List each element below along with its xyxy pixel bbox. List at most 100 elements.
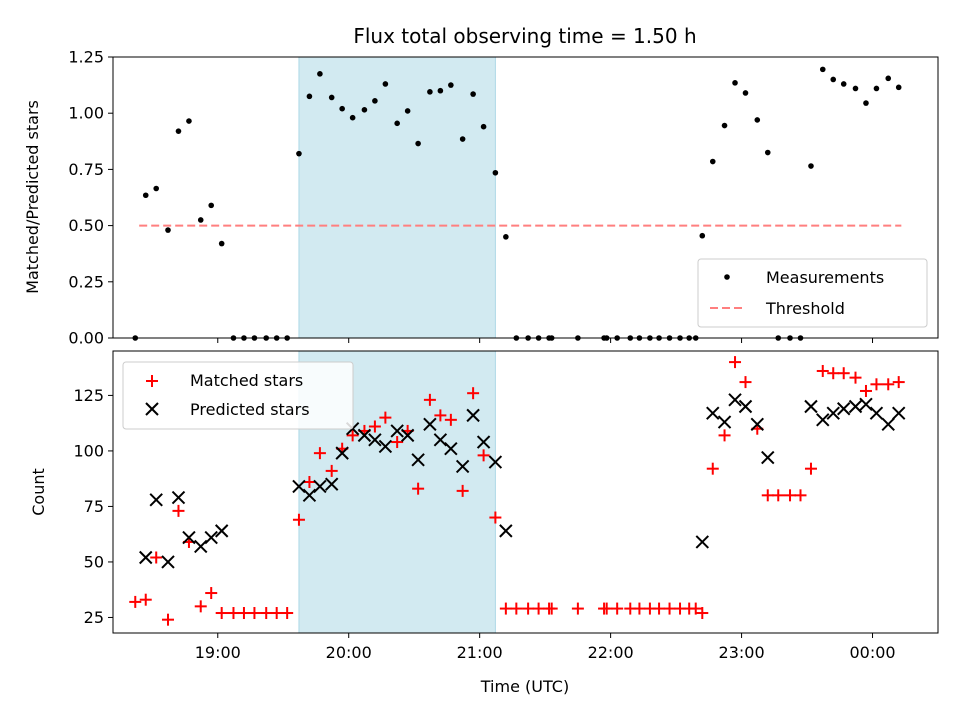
count-y-tick-label: 50	[84, 552, 104, 571]
measurement-point	[175, 128, 182, 134]
measurement-point	[208, 202, 215, 209]
measurement-point	[895, 84, 902, 91]
matched-stars-point	[600, 602, 613, 615]
predicted-stars-point	[826, 406, 840, 420]
measurement-point	[142, 192, 149, 199]
measurement-point	[459, 136, 466, 142]
legend-threshold-label: Threshold	[765, 299, 845, 318]
predicted-stars-point	[139, 550, 153, 565]
measurement-point	[830, 76, 837, 83]
matched-stars-point	[248, 607, 261, 620]
predicted-stars-point	[738, 399, 753, 414]
measurement-point	[480, 123, 487, 130]
matched-stars-point	[477, 449, 490, 462]
matched-stars-point	[281, 607, 294, 620]
matched-stars-point	[313, 447, 326, 460]
predicted-stars-point	[313, 479, 327, 494]
x-tick-label: 00:00	[849, 643, 895, 662]
ratio-panel: 0.00 0.25 0.50 0.75 1.00 1.25 Matched/Predict…	[23, 48, 939, 348]
measurement-point	[361, 107, 368, 113]
predicted-stars-point	[869, 406, 884, 420]
ratio-y-tick-label: 1.25	[68, 48, 104, 67]
predicted-stars-point	[444, 441, 458, 456]
measurement-point	[339, 105, 345, 112]
measurement-point	[382, 81, 389, 87]
matched-stars-point	[804, 462, 817, 475]
matched-stars-point	[870, 378, 883, 391]
measurement-point	[699, 232, 706, 239]
ratio-legend: Measurements Threshold	[697, 258, 928, 328]
ratio-shaded-interval	[298, 56, 496, 339]
count-y-axis-label: Count	[29, 468, 48, 516]
measurement-point	[754, 117, 761, 123]
predicted-stars-point	[750, 417, 764, 431]
matched-stars-point	[162, 613, 174, 626]
matched-stars-point	[194, 600, 207, 613]
predicted-stars-point	[335, 446, 349, 460]
predicted-stars-point	[390, 424, 404, 438]
measurement-point	[709, 158, 716, 165]
predicted-stars-point	[357, 428, 372, 443]
measurement-point	[296, 150, 302, 157]
matched-stars-point	[129, 595, 142, 608]
measurement-point	[852, 85, 859, 92]
predicted-stars-point	[292, 479, 306, 494]
matched-stars-point	[499, 602, 512, 615]
matched-stars-point	[689, 602, 702, 615]
predicted-stars-point	[171, 490, 186, 505]
predicted-stars-point	[848, 399, 863, 414]
measurement-point	[349, 114, 356, 121]
matched-stars-point	[434, 409, 447, 422]
matched-stars-point	[205, 587, 218, 600]
predicted-stars-point	[488, 455, 503, 469]
predicted-stars-point	[695, 535, 709, 549]
measurement-point	[404, 108, 411, 114]
matched-stars-point	[215, 607, 228, 620]
matched-stars-point	[532, 602, 545, 615]
measurement-point	[218, 240, 225, 247]
predicted-stars-point	[194, 539, 208, 554]
measurement-point	[427, 89, 433, 95]
measurement-point	[764, 149, 771, 156]
matched-stars-point	[303, 476, 316, 489]
matched-stars-point	[237, 607, 250, 620]
ratio-y-tick-label: 0.00	[68, 329, 104, 348]
predicted-stars-point	[455, 459, 470, 474]
measurement-point	[328, 94, 335, 101]
measurement-point	[742, 90, 749, 96]
matched-stars-point	[653, 602, 666, 615]
matched-stars-point	[816, 364, 829, 377]
measurement-point	[437, 87, 444, 94]
count-panel: 25 50 75 100 125 19:00 20:00 21:00 22:00 23:00 00:…	[29, 350, 939, 696]
predicted-stars-point	[761, 450, 775, 465]
matched-stars-point	[892, 376, 905, 389]
matched-stars-point	[391, 436, 404, 449]
predicted-stars-point	[378, 439, 393, 454]
matched-stars-point	[545, 602, 558, 615]
matched-stars-point	[139, 593, 152, 606]
matched-stars-point	[663, 602, 676, 615]
measurement-point	[863, 100, 869, 106]
matched-stars-point	[772, 489, 785, 502]
predicted-stars-point	[182, 530, 196, 545]
count-y-tick-label: 100	[73, 441, 104, 460]
measurement-point	[372, 98, 378, 104]
matched-stars-point	[412, 482, 425, 495]
measurement-point	[819, 66, 826, 73]
matched-stars-point	[761, 489, 774, 502]
matched-stars-point	[270, 607, 283, 620]
predicted-stars-point	[368, 433, 382, 447]
matched-stars-point	[510, 602, 523, 615]
measurement-point	[394, 120, 400, 127]
measurement-point	[885, 75, 892, 82]
x-tick-label: 19:00	[195, 643, 241, 662]
ratio-y-axis-label: Matched/Predicted stars	[23, 100, 42, 294]
chart-title: Flux total observing time = 1.50 h	[353, 24, 696, 48]
predicted-stars-point	[816, 413, 830, 427]
ratio-legend-box	[697, 258, 928, 328]
measurement-point	[721, 122, 728, 129]
measurement-point	[732, 80, 738, 86]
ratio-y-tick-label: 1.00	[68, 104, 104, 123]
legend-measurements-label: Measurements	[766, 268, 884, 287]
x-tick-label: 23:00	[719, 643, 765, 662]
